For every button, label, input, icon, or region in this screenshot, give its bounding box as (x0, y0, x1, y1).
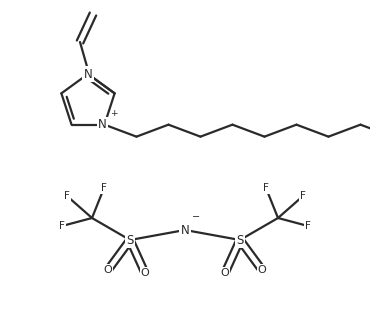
Text: F: F (101, 183, 107, 193)
Text: O: O (221, 268, 229, 278)
Text: O: O (258, 265, 266, 275)
Text: F: F (59, 221, 65, 231)
Text: S: S (126, 233, 134, 246)
Text: −: − (192, 212, 200, 222)
Text: O: O (104, 265, 112, 275)
Text: F: F (300, 191, 306, 201)
Text: N: N (181, 223, 189, 236)
Text: F: F (305, 221, 311, 231)
Text: N: N (98, 118, 107, 131)
Text: F: F (64, 191, 70, 201)
Text: S: S (236, 233, 244, 246)
Text: F: F (263, 183, 269, 193)
Text: N: N (84, 67, 92, 80)
Text: O: O (141, 268, 149, 278)
Text: +: + (111, 109, 118, 118)
